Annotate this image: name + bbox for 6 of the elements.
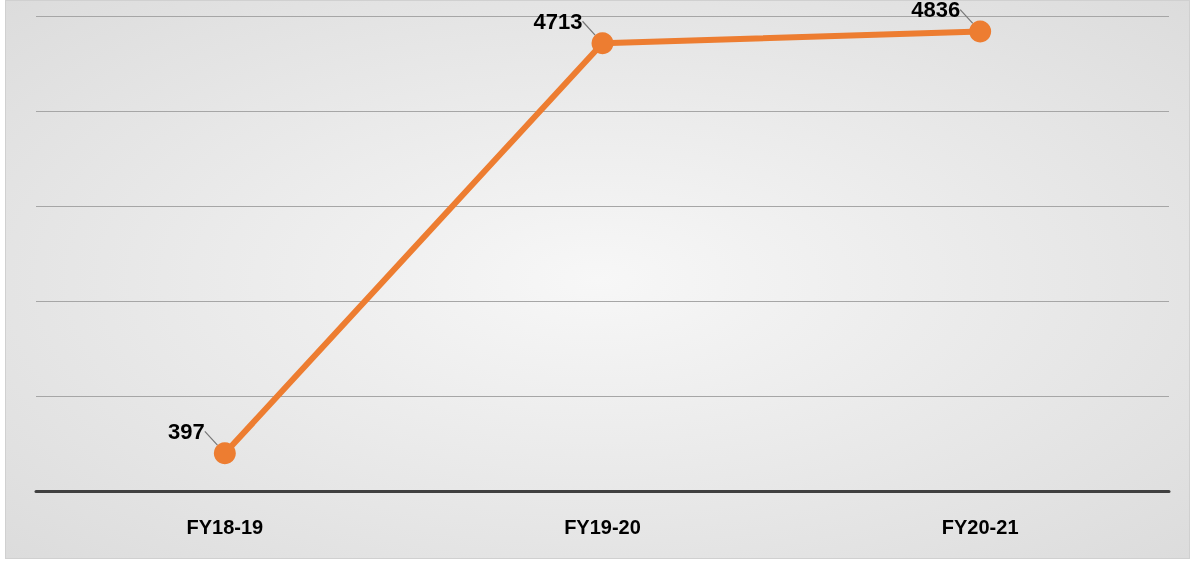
- data-label: 397: [168, 418, 205, 444]
- data-label: 4713: [533, 8, 583, 34]
- data-label: 4836: [911, 0, 961, 23]
- x-tick-label: FY19-20: [564, 516, 641, 538]
- x-tick-label: FY20-21: [941, 516, 1019, 538]
- x-tick-label: FY18-19: [186, 516, 264, 538]
